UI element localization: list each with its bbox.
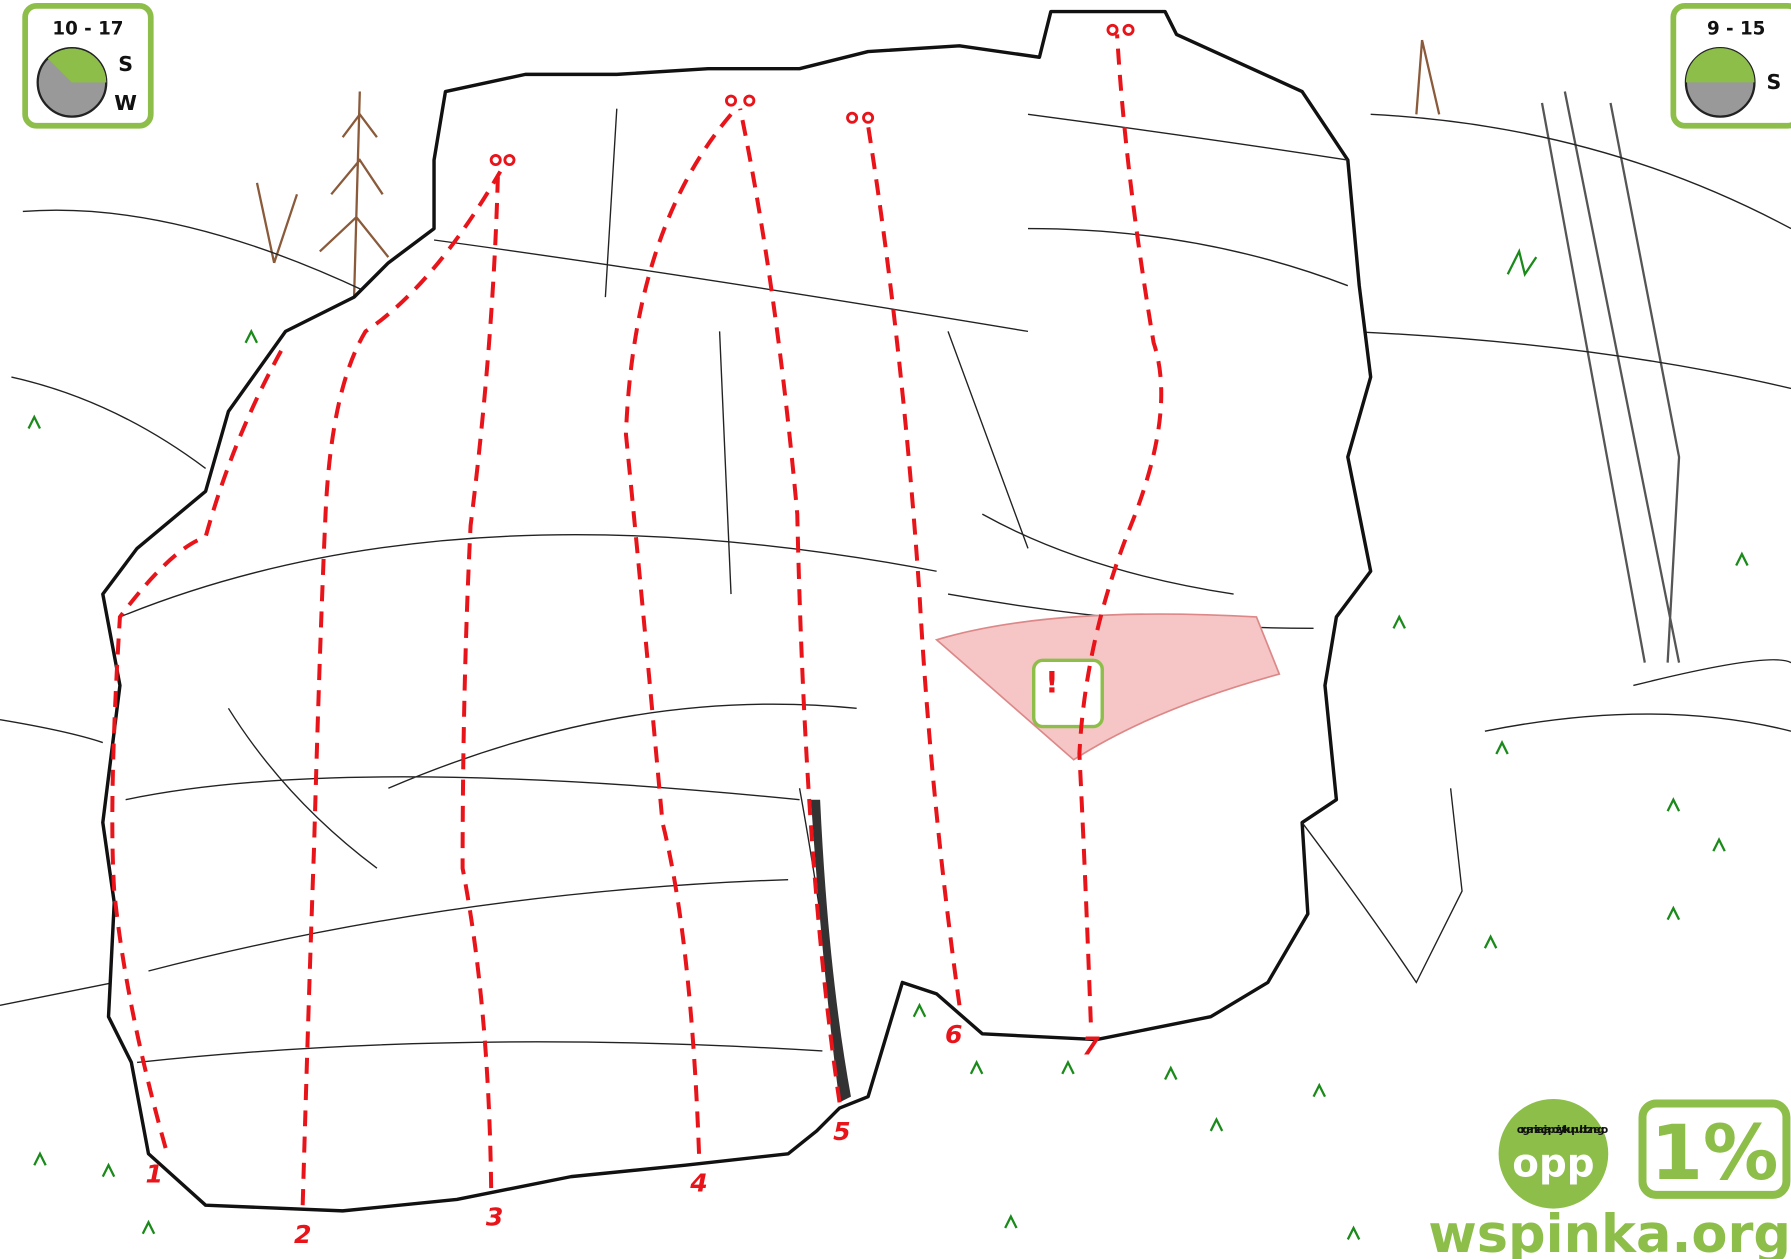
- shadow: [810, 799, 851, 1103]
- route-number: 6: [945, 1020, 962, 1049]
- route-line: [738, 108, 842, 1103]
- badge-direction: S: [118, 52, 133, 76]
- route-number: 3: [486, 1203, 503, 1232]
- badge-direction: S: [1766, 70, 1781, 94]
- badge-hours: 9 - 15: [1707, 18, 1765, 39]
- badge: 9 - 15 S: [1670, 2, 1791, 129]
- grass: [27, 248, 1749, 1240]
- routes: [110, 23, 1164, 1206]
- route-line: [300, 170, 503, 1206]
- warning-mark: !: [1045, 665, 1059, 700]
- terrain: [0, 113, 1791, 1006]
- badge-hours: 10 - 17: [52, 18, 123, 39]
- anchors: [489, 23, 1135, 167]
- badge: 10 - 17 S W: [22, 2, 154, 129]
- route-number: 5: [833, 1117, 850, 1146]
- warning-icon: [1031, 658, 1104, 729]
- route-line: [1077, 34, 1164, 1023]
- route-numbers: 1 2 3 4 5 6 7: [145, 1020, 1100, 1249]
- badge-direction: W: [114, 91, 137, 115]
- logo-opp: opp: [1512, 1142, 1594, 1187]
- route-number: 4: [689, 1168, 707, 1197]
- loose-rock-zone: [934, 613, 1281, 761]
- route-number: 7: [1082, 1031, 1100, 1060]
- route-line: [460, 171, 501, 1189]
- rock: !: [101, 9, 1463, 1213]
- logo-small-text: organizacja pożytku publicznego: [1517, 1124, 1608, 1136]
- route-line: [866, 125, 962, 1006]
- route-line: [623, 113, 733, 1154]
- route-line: [110, 341, 288, 1149]
- logo-percent: 1%: [1650, 1109, 1778, 1197]
- logo: organizacja pożytku publicznego opp 1% w…: [1428, 1098, 1791, 1259]
- trees: [255, 39, 1681, 663]
- logo-site: wspinka.org: [1428, 1204, 1791, 1259]
- route-number: 2: [294, 1220, 311, 1249]
- route-number: 1: [145, 1159, 162, 1188]
